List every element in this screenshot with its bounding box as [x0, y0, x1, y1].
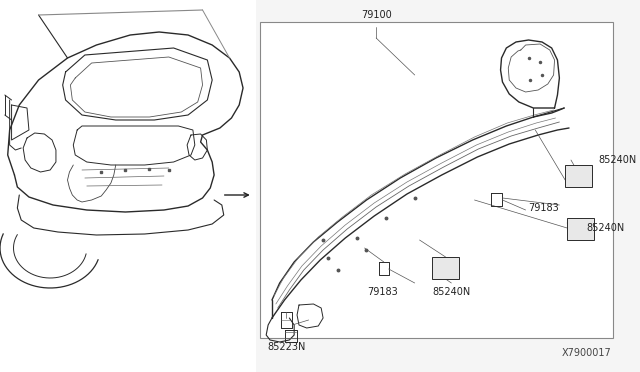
Text: 79183: 79183	[529, 203, 559, 213]
Text: 79183: 79183	[367, 287, 398, 297]
Text: 85240N: 85240N	[598, 155, 636, 165]
Text: 79100: 79100	[361, 10, 392, 20]
FancyBboxPatch shape	[565, 165, 592, 187]
Bar	[0, 0, 255, 372]
FancyBboxPatch shape	[432, 257, 459, 279]
FancyBboxPatch shape	[567, 218, 594, 240]
Text: 85240N: 85240N	[586, 223, 625, 233]
Text: 85223N: 85223N	[268, 342, 306, 352]
Text: 85240N: 85240N	[432, 287, 470, 297]
Bar	[260, 22, 613, 338]
Text: X7900017: X7900017	[562, 348, 611, 358]
